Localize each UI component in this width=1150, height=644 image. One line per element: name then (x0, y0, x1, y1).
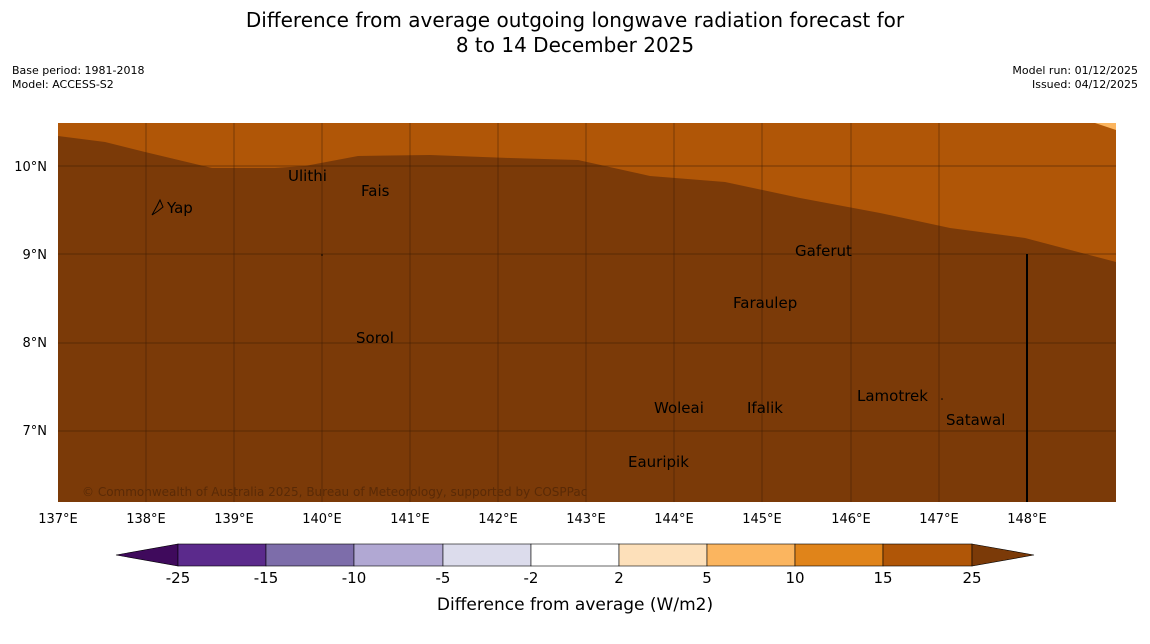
place-gaferut: Gaferut (795, 242, 852, 260)
yap-island-outline (151, 198, 164, 216)
colorbar-tick: 2 (614, 569, 624, 587)
place-ulithi: Ulithi (288, 167, 327, 185)
colorbar-tick: -10 (342, 569, 367, 587)
colorbar: -25 -15 -10 -5 -2 2 5 10 15 25 Differenc… (115, 543, 1035, 615)
colorbar-segment (442, 543, 532, 567)
lon-label-148e: 148°E (1007, 512, 1047, 527)
colorbar-tick: -5 (436, 569, 451, 587)
colorbar-segment (794, 543, 884, 567)
island-dot (941, 398, 943, 400)
copyright-notice: © Commonwealth of Australia 2025, Bureau… (82, 485, 587, 499)
colorbar-arrow-low (115, 543, 179, 567)
lon-label-141e: 141°E (390, 512, 430, 527)
place-sorol: Sorol (356, 329, 394, 347)
model-name: Model: ACCESS-S2 (12, 78, 114, 91)
chart-title: Difference from average outgoing longwav… (0, 8, 1150, 58)
lat-label-9n: 9°N (23, 248, 48, 263)
lon-label-146e: 146°E (831, 512, 871, 527)
colorbar-label: Difference from average (W/m2) (437, 595, 713, 615)
island-dot (321, 254, 323, 256)
lat-label-7n: 7°N (23, 424, 48, 439)
colorbar-tick: -25 (166, 569, 191, 587)
colorbar-arrow-high (971, 543, 1035, 567)
lon-label-137e: 137°E (38, 512, 78, 527)
map-field: Yap Ulithi Fais Gaferut Faraulep Sorol W… (58, 123, 1116, 502)
lon-label-139e: 139°E (214, 512, 254, 527)
colorbar-segment (265, 543, 355, 567)
issued-date: Issued: 04/12/2025 (1031, 78, 1138, 91)
graticule (58, 123, 1116, 502)
colorbar-tick: -15 (254, 569, 279, 587)
anomaly-region-lower (58, 136, 1116, 502)
title-line-2: 8 to 14 December 2025 (455, 33, 695, 57)
place-fais: Fais (361, 182, 390, 200)
colorbar-tick: -2 (524, 569, 539, 587)
place-woleai: Woleai (654, 399, 704, 417)
lat-label-8n: 8°N (23, 336, 48, 351)
place-faraulep: Faraulep (733, 294, 797, 312)
title-line-1: Difference from average outgoing longwav… (245, 8, 905, 32)
place-lamotrek: Lamotrek (857, 387, 928, 405)
lon-label-142e: 142°E (478, 512, 518, 527)
lon-label-145e: 145°E (742, 512, 782, 527)
base-period: Base period: 1981-2018 (12, 64, 145, 77)
place-yap: Yap (166, 199, 193, 217)
colorbar-tick: 25 (962, 569, 981, 587)
colorbar-segment (177, 543, 267, 567)
meta-left: Base period: 1981-2018 Model: ACCESS-S2 (12, 64, 144, 92)
lon-label-140e: 140°E (302, 512, 342, 527)
colorbar-segment (882, 543, 973, 567)
colorbar-tick: 15 (873, 569, 892, 587)
meta-right: Model run: 01/12/2025 Issued: 04/12/2025 (1012, 64, 1138, 92)
lon-label-144e: 144°E (654, 512, 694, 527)
colorbar-segment (353, 543, 444, 567)
colorbar-segment (618, 543, 708, 567)
colorbar-segment (530, 543, 620, 567)
colorbar-tick: 10 (785, 569, 804, 587)
colorbar-segment (706, 543, 796, 567)
lon-label-147e: 147°E (919, 512, 959, 527)
colorbar-tick: 5 (702, 569, 712, 587)
place-eauripik: Eauripik (628, 453, 689, 471)
place-satawal: Satawal (946, 411, 1005, 429)
lon-label-143e: 143°E (566, 512, 606, 527)
lat-label-10n: 10°N (14, 160, 47, 175)
lon-label-138e: 138°E (126, 512, 166, 527)
anomaly-region-corner (1095, 123, 1116, 130)
place-ifalik: Ifalik (747, 399, 783, 417)
model-run: Model run: 01/12/2025 (1012, 64, 1138, 77)
